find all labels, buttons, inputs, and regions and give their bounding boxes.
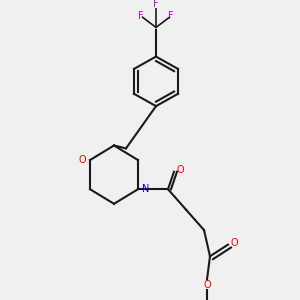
Text: O: O	[203, 280, 211, 290]
Text: O: O	[79, 155, 86, 165]
Text: F: F	[153, 0, 159, 9]
Text: F: F	[138, 11, 144, 21]
Text: F: F	[168, 11, 174, 21]
Text: O: O	[230, 238, 238, 248]
Text: O: O	[176, 165, 184, 175]
Text: N: N	[142, 184, 149, 194]
